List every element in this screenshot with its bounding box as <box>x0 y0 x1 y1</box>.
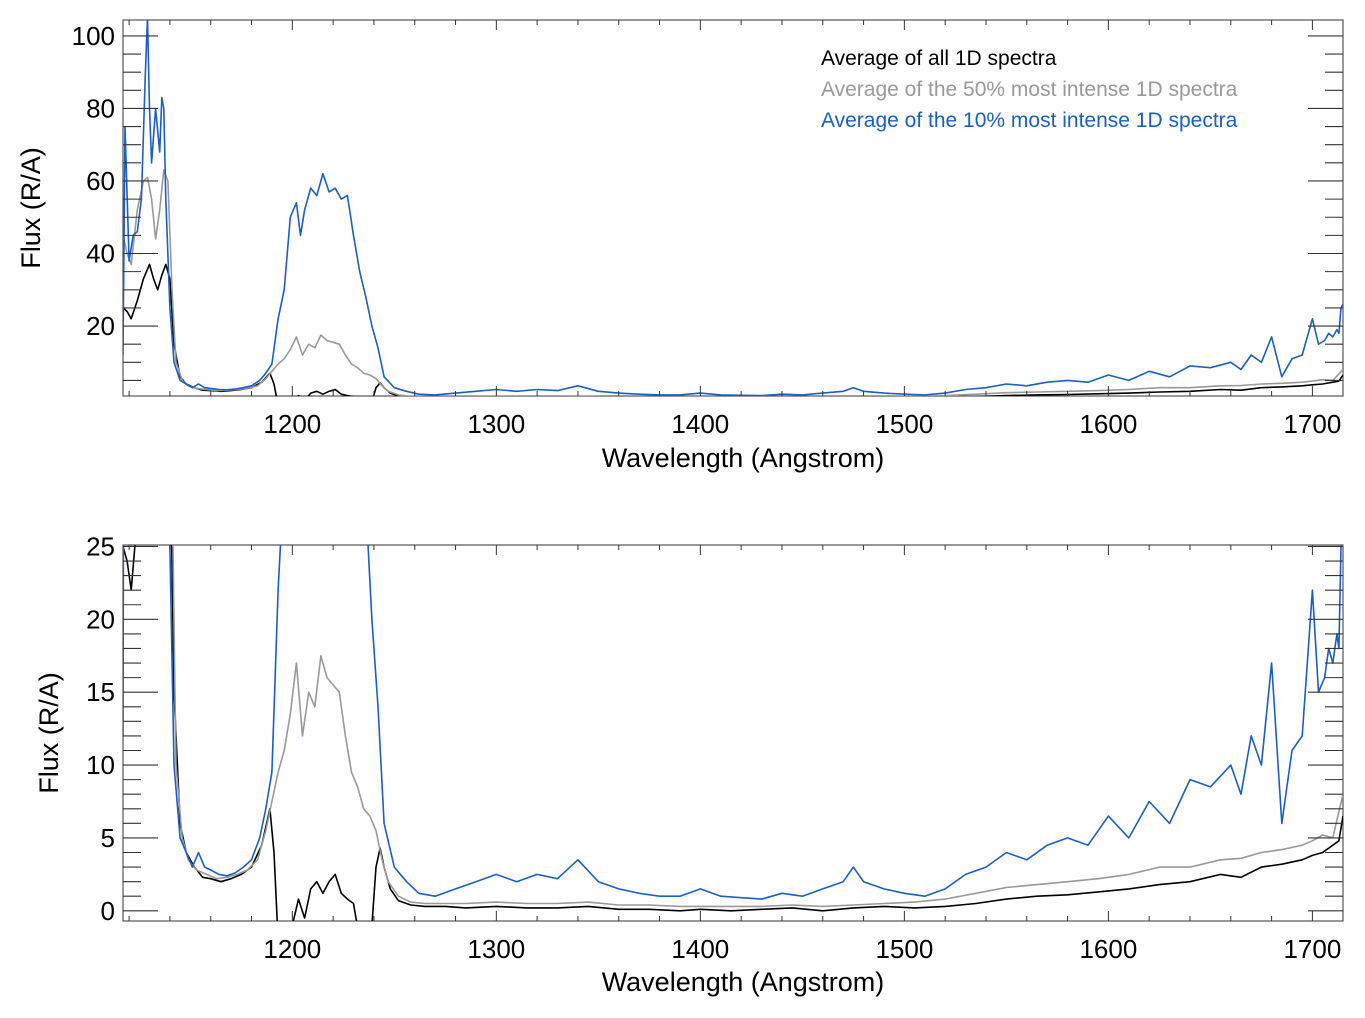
series-line-0 <box>123 263 1343 396</box>
y-tick-label: 15 <box>86 677 115 707</box>
legend: Average of all 1D spectra Average of the… <box>821 47 1238 132</box>
top-y-axis-label: Flux (R/A) <box>16 147 46 269</box>
top-plot-frame <box>122 19 1344 397</box>
y-tick-label: 0 <box>101 896 115 926</box>
y-tick-label: 5 <box>101 823 115 853</box>
y-tick-label: 40 <box>86 239 115 269</box>
bottom-ticks: 1200 1300 1400 1500 1600 1700 0 5 10 15 20 25 <box>86 531 1343 964</box>
top-series-group <box>123 20 1343 396</box>
x-tick-label: 1700 <box>1283 409 1341 439</box>
y-tick-label: 20 <box>86 604 115 634</box>
x-tick-label: 1400 <box>671 934 729 964</box>
bottom-panel: 1200 1300 1400 1500 1600 1700 0 5 10 15 20 25 Flux … <box>34 531 1344 997</box>
x-tick-label: 1300 <box>467 934 525 964</box>
x-tick-label: 1200 <box>263 934 321 964</box>
y-tick-label: 100 <box>72 21 115 51</box>
x-tick-label: 1200 <box>263 409 321 439</box>
x-tick-label: 1400 <box>671 409 729 439</box>
y-tick-label: 10 <box>86 750 115 780</box>
top-ticks: 1200 1300 1400 1500 1600 1700 20 40 60 80 100 <box>72 20 1343 439</box>
y-tick-label: 20 <box>86 311 115 341</box>
x-tick-label: 1500 <box>875 934 933 964</box>
legend-entry-50pct: Average of the 50% most intense 1D spect… <box>821 78 1238 101</box>
legend-entry-10pct: Average of the 10% most intense 1D spect… <box>821 109 1238 132</box>
y-tick-label: 60 <box>86 166 115 196</box>
y-tick-label: 25 <box>86 531 115 561</box>
x-tick-label: 1300 <box>467 409 525 439</box>
bottom-plot-frame <box>122 544 1344 922</box>
top-x-axis-label: Wavelength (Angstrom) <box>602 443 885 473</box>
x-tick-label: 1700 <box>1283 934 1341 964</box>
x-tick-label: 1500 <box>875 409 933 439</box>
y-tick-label: 80 <box>86 93 115 123</box>
bottom-x-axis-label: Wavelength (Angstrom) <box>602 967 885 997</box>
x-tick-label: 1600 <box>1079 934 1137 964</box>
series-line-2 <box>123 545 1343 900</box>
legend-entry-all: Average of all 1D spectra <box>821 47 1057 70</box>
bottom-y-axis-label: Flux (R/A) <box>34 672 64 794</box>
bottom-series-group <box>123 545 1343 921</box>
top-panel: 1200 1300 1400 1500 1600 1700 20 40 60 80 100 Flux… <box>16 19 1344 473</box>
x-tick-label: 1600 <box>1079 409 1137 439</box>
series-line-2 <box>123 20 1343 396</box>
